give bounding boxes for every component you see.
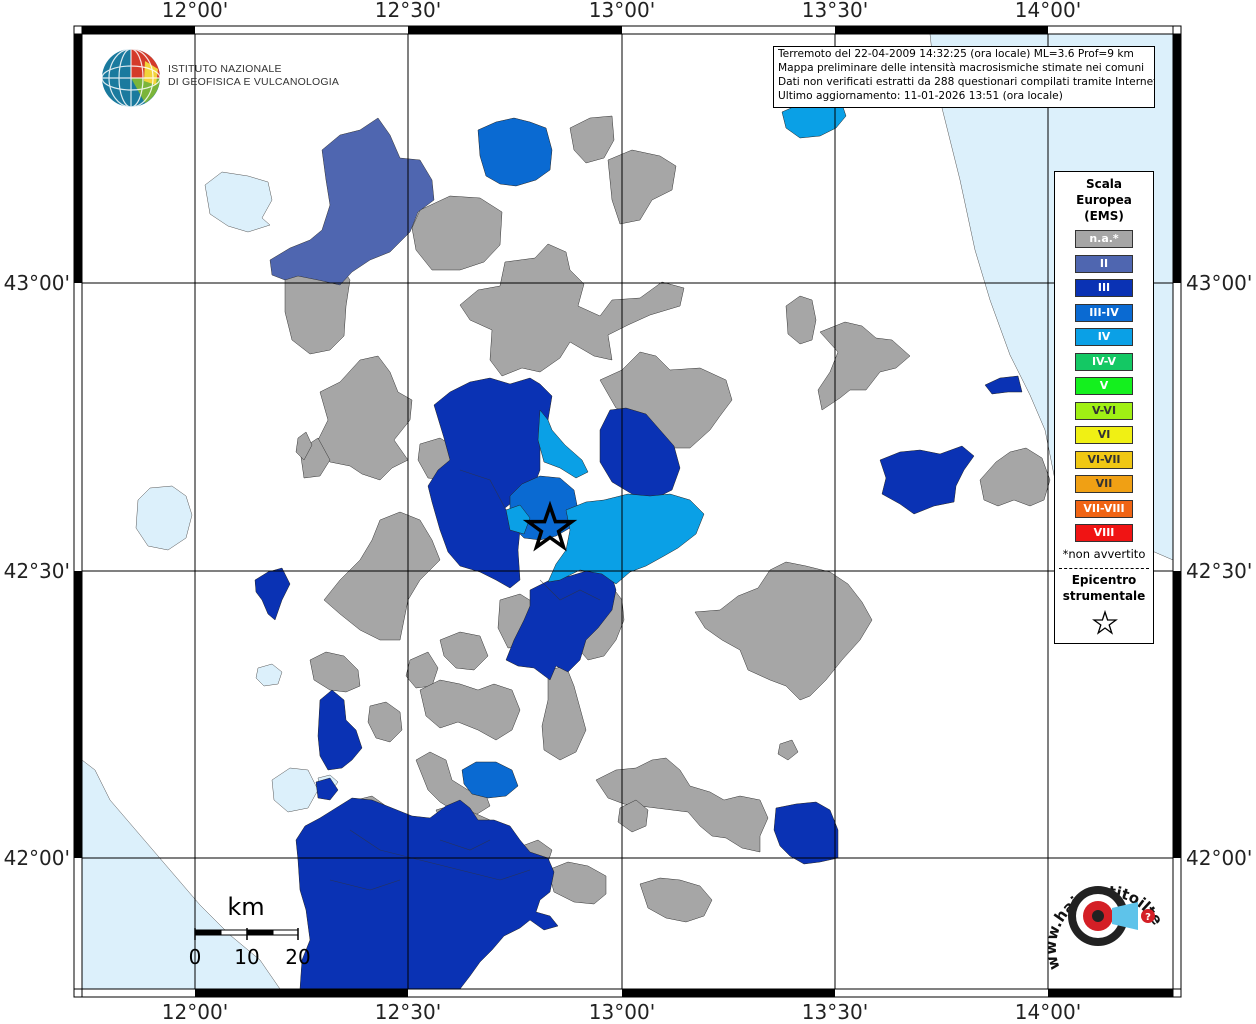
scale-bar-label-20: 20 xyxy=(285,945,310,969)
top-label-14-00: 14°00' xyxy=(1015,0,1081,22)
event-info-box: Terremoto del 22-04-2009 14:32:25 (ora l… xyxy=(773,46,1155,108)
area-intensity-ii xyxy=(269,117,435,286)
areas-intensity-iv xyxy=(505,99,847,585)
legend-separator xyxy=(1059,568,1149,569)
lake-trasimeno xyxy=(204,171,273,233)
lake-bracciano xyxy=(271,767,319,813)
ems-legend: Scala Europea (EMS) n.a.* II III III-IV IV IV… xyxy=(1054,171,1154,644)
left-label-43-00: 43°00' xyxy=(4,271,70,295)
legend-epicenter-line-1: Epicentro xyxy=(1071,573,1137,587)
lake-vico xyxy=(255,663,283,687)
legend-epicenter-line-2: strumentale xyxy=(1062,589,1146,603)
legend-item-7: V-VI xyxy=(1075,401,1133,420)
top-label-12-00: 12°00' xyxy=(162,0,228,22)
left-label-42-30: 42°30' xyxy=(4,559,70,583)
legend-item-9: VI-VII xyxy=(1075,450,1133,469)
event-info-line-1: Terremoto del 22-04-2009 14:32:25 (ora l… xyxy=(778,48,1134,60)
legend-item-2: III xyxy=(1075,279,1133,297)
scale-bar: km 0 10 20 xyxy=(189,893,311,969)
left-label-42-00: 42°00' xyxy=(4,846,70,870)
right-label-42-00: 42°00' xyxy=(1186,846,1252,870)
top-label-12-30: 12°30' xyxy=(375,0,441,22)
legend-item-12: VIII xyxy=(1075,524,1133,542)
legend-item-6: V xyxy=(1075,377,1133,395)
bottom-label-13-30: 13°30' xyxy=(802,1000,868,1024)
event-info-line-3: Dati non verificati estratti da 288 ques… xyxy=(778,76,1155,88)
legend-epicenter-label: Epicentro strumentale xyxy=(1055,572,1153,604)
legend-star-icon xyxy=(1092,610,1118,635)
legend-item-10: VII xyxy=(1075,475,1133,493)
top-label-13-00: 13°00' xyxy=(589,0,655,22)
legend-title-line-2: Europea xyxy=(1076,193,1132,207)
ingv-globe-icon xyxy=(101,48,161,108)
areas-intensity-iii xyxy=(254,375,1023,989)
legend-item-3: III-IV xyxy=(1075,303,1133,322)
svg-text:?: ? xyxy=(1145,912,1151,923)
bottom-label-12-00: 12°00' xyxy=(162,1000,228,1024)
municipal-boundaries xyxy=(329,469,601,891)
bottom-label-12-30: 12°30' xyxy=(375,1000,441,1024)
legend-title-line-3: (EMS) xyxy=(1084,209,1124,223)
institute-name: ISTITUTO NAZIONALE DI GEOFISICA E VULCAN… xyxy=(168,63,339,89)
legend-note: *non avvertito xyxy=(1062,547,1146,561)
bottom-label-13-00: 13°00' xyxy=(589,1000,655,1024)
event-info-line-4: Ultimo aggiornamento: 11-01-2026 13:51 (… xyxy=(778,90,1063,102)
epicenter-star-icon xyxy=(522,500,578,552)
graticule xyxy=(82,34,1173,989)
scale-bar-label-0: 0 xyxy=(189,945,202,969)
scale-bar-unit: km xyxy=(227,893,264,921)
legend-item-8: VI xyxy=(1075,426,1133,444)
institute-line-2: DI GEOFISICA E VULCANOLOGIA xyxy=(168,76,340,88)
legend-item-5: IV-V xyxy=(1075,352,1133,371)
scale-bar-label-10: 10 xyxy=(234,945,259,969)
legend-item-4: IV xyxy=(1075,328,1133,346)
top-label-13-30: 13°30' xyxy=(802,0,868,22)
right-label-42-30: 42°30' xyxy=(1186,559,1252,583)
bottom-label-14-00: 14°00' xyxy=(1015,1000,1081,1024)
lake-bolsena xyxy=(135,485,193,551)
legend-title: Scala Europea (EMS) xyxy=(1055,176,1153,224)
haisentito-logo-icon: www.haisentitoilterremoto.it ? xyxy=(1030,858,1166,972)
legend-item-11: VII-VIII xyxy=(1075,499,1133,518)
map-frame xyxy=(73,25,1182,998)
legend-item-1: II xyxy=(1075,254,1133,273)
tyrrhenian-sea xyxy=(82,759,281,989)
axis-labels: 12°00' 12°30' 13°00' 13°30' 14°00' 12°00… xyxy=(4,0,1253,1024)
event-info-line-2: Mappa preliminare delle intensità macros… xyxy=(778,62,1145,74)
legend-title-line-1: Scala xyxy=(1085,177,1123,191)
institute-line-1: ISTITUTO NAZIONALE xyxy=(168,63,282,75)
right-label-43-00: 43°00' xyxy=(1186,271,1252,295)
legend-item-0: n.a.* xyxy=(1075,230,1133,248)
